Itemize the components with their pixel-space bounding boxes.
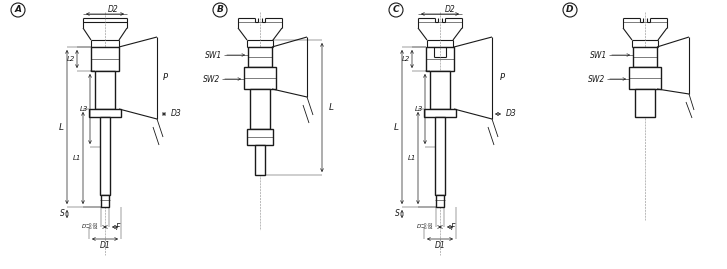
- Text: S: S: [60, 210, 65, 218]
- Bar: [255, 145, 265, 175]
- Text: D2: D2: [108, 5, 119, 15]
- Text: P: P: [163, 73, 167, 83]
- Text: L3: L3: [415, 106, 423, 112]
- Text: S: S: [395, 210, 399, 218]
- Bar: [244, 67, 276, 89]
- Text: P: P: [500, 73, 505, 83]
- Text: SW1: SW1: [590, 51, 607, 59]
- Text: F: F: [451, 222, 455, 232]
- Text: L: L: [393, 122, 398, 132]
- Bar: [250, 89, 270, 129]
- Bar: [89, 109, 121, 117]
- Bar: [247, 129, 273, 145]
- Text: $D^{-0.02}_{-0.04}$: $D^{-0.02}_{-0.04}$: [416, 222, 434, 232]
- Text: B: B: [217, 5, 223, 15]
- Text: L1: L1: [73, 155, 81, 161]
- Bar: [101, 195, 109, 207]
- Text: D2: D2: [445, 5, 455, 15]
- Bar: [430, 71, 450, 109]
- Text: L2: L2: [67, 56, 75, 62]
- Text: L3: L3: [80, 106, 88, 112]
- Text: L: L: [58, 122, 63, 132]
- Text: D1: D1: [100, 240, 111, 250]
- Text: D1: D1: [435, 240, 446, 250]
- Bar: [633, 47, 657, 67]
- Text: D3: D3: [506, 109, 517, 119]
- Bar: [424, 109, 456, 117]
- Text: SW2: SW2: [587, 75, 605, 83]
- Bar: [100, 117, 110, 195]
- Text: L1: L1: [408, 155, 416, 161]
- Bar: [91, 47, 119, 71]
- Text: A: A: [15, 5, 22, 15]
- Bar: [95, 71, 115, 109]
- Bar: [436, 195, 444, 207]
- Text: L2: L2: [402, 56, 410, 62]
- Text: D: D: [566, 5, 574, 15]
- Bar: [635, 89, 655, 117]
- Text: $D^{-0.02}_{-0.04}$: $D^{-0.02}_{-0.04}$: [81, 222, 99, 232]
- Bar: [248, 47, 272, 67]
- Text: F: F: [116, 222, 120, 232]
- Bar: [629, 67, 661, 89]
- Text: SW1: SW1: [205, 51, 222, 59]
- Bar: [435, 117, 445, 195]
- Bar: [426, 47, 454, 71]
- Text: SW2: SW2: [203, 75, 220, 83]
- Text: L: L: [329, 102, 334, 111]
- Text: C: C: [393, 5, 399, 15]
- Text: D3: D3: [171, 109, 182, 119]
